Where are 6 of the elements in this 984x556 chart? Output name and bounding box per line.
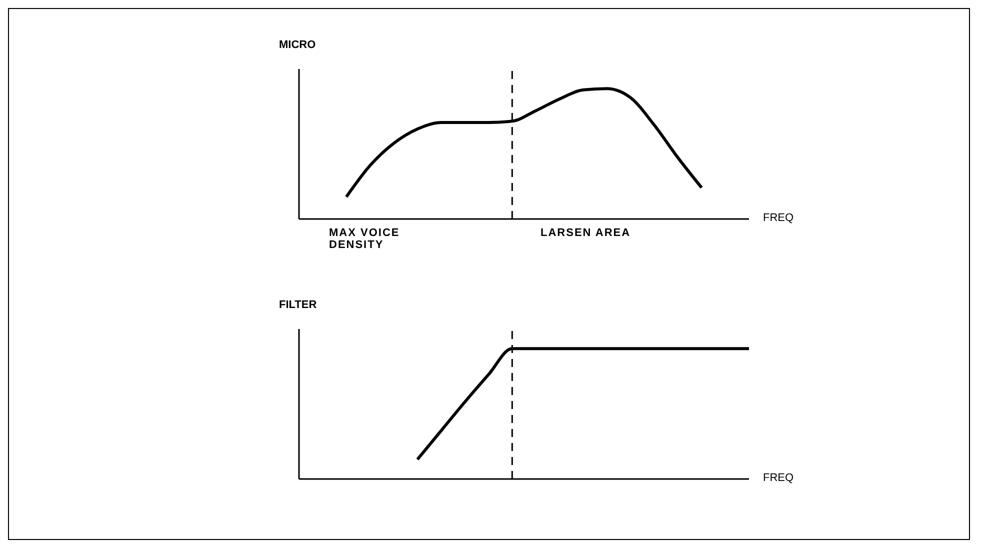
x-axis-title: FREQ (763, 212, 794, 224)
y-axis-title: MICRO (279, 39, 316, 51)
text: MAX VOICE DENSITY (329, 227, 401, 251)
y-axis-title: FILTER (279, 299, 317, 311)
text: LARSEN AREA (540, 227, 632, 239)
x-axis-title: FREQ (763, 472, 794, 484)
